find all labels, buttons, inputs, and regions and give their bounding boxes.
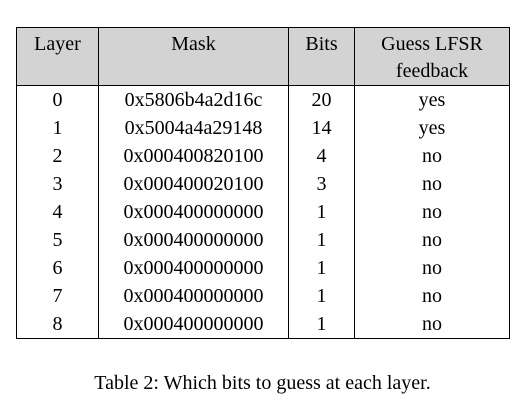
table-row: 7 0x000400000000 1 no <box>16 282 510 310</box>
cell-mask: 0x000400000000 <box>98 226 289 254</box>
cell-bits: 4 <box>288 142 355 170</box>
table-row: 6 0x000400000000 1 no <box>16 254 510 282</box>
cell-guess: no <box>354 142 510 170</box>
table-header: Layer Mask Bits Guess LFSR feedback <box>16 27 510 86</box>
cell-bits: 1 <box>288 198 355 226</box>
cell-guess: no <box>354 170 510 198</box>
table-body: 0 0x5806b4a2d16c 20 yes 1 0x5004a4a29148… <box>16 85 510 339</box>
cell-bits: 1 <box>288 226 355 254</box>
cell-layer: 0 <box>16 85 99 114</box>
table-row: 2 0x000400820100 4 no <box>16 142 510 170</box>
table-row: 0 0x5806b4a2d16c 20 yes <box>16 85 510 114</box>
header-guess-line1: Guess LFSR <box>381 33 483 55</box>
table-row: 3 0x000400020100 3 no <box>16 170 510 198</box>
cell-layer: 4 <box>16 198 99 226</box>
cell-mask: 0x000400820100 <box>98 142 289 170</box>
cell-layer: 7 <box>16 282 99 310</box>
cell-layer: 6 <box>16 254 99 282</box>
cell-bits: 20 <box>288 85 355 114</box>
cell-bits: 3 <box>288 170 355 198</box>
header-mask: Mask <box>98 27 289 86</box>
cell-bits: 1 <box>288 254 355 282</box>
cell-bits: 14 <box>288 114 355 142</box>
cell-layer: 5 <box>16 226 99 254</box>
table-row: 8 0x000400000000 1 no <box>16 310 510 339</box>
bits-to-guess-table: Layer Mask Bits Guess LFSR feedback 0 0x… <box>16 27 510 339</box>
cell-mask: 0x000400020100 <box>98 170 289 198</box>
cell-layer: 3 <box>16 170 99 198</box>
table-container: Layer Mask Bits Guess LFSR feedback 0 0x… <box>16 27 510 339</box>
header-bits: Bits <box>288 27 355 86</box>
table-row: 5 0x000400000000 1 no <box>16 226 510 254</box>
cell-layer: 8 <box>16 310 99 339</box>
cell-mask: 0x000400000000 <box>98 198 289 226</box>
cell-layer: 1 <box>16 114 99 142</box>
cell-guess: no <box>354 198 510 226</box>
cell-guess: no <box>354 310 510 339</box>
cell-guess: no <box>354 282 510 310</box>
header-guess-lfsr-feedback: Guess LFSR feedback <box>354 27 510 86</box>
cell-guess: no <box>354 226 510 254</box>
cell-bits: 1 <box>288 310 355 339</box>
header-guess-line2: feedback <box>395 60 469 82</box>
cell-mask: 0x5806b4a2d16c <box>98 85 289 114</box>
header-row: Layer Mask Bits Guess LFSR feedback <box>16 27 510 86</box>
header-layer: Layer <box>16 27 99 86</box>
cell-guess: yes <box>354 85 510 114</box>
cell-mask: 0x5004a4a29148 <box>98 114 289 142</box>
cell-guess: no <box>354 254 510 282</box>
cell-mask: 0x000400000000 <box>98 254 289 282</box>
cell-mask: 0x000400000000 <box>98 310 289 339</box>
cell-bits: 1 <box>288 282 355 310</box>
cell-mask: 0x000400000000 <box>98 282 289 310</box>
cell-layer: 2 <box>16 142 99 170</box>
table-caption: Table 2: Which bits to guess at each lay… <box>94 372 431 394</box>
cell-guess: yes <box>354 114 510 142</box>
table-row: 4 0x000400000000 1 no <box>16 198 510 226</box>
table-row: 1 0x5004a4a29148 14 yes <box>16 114 510 142</box>
